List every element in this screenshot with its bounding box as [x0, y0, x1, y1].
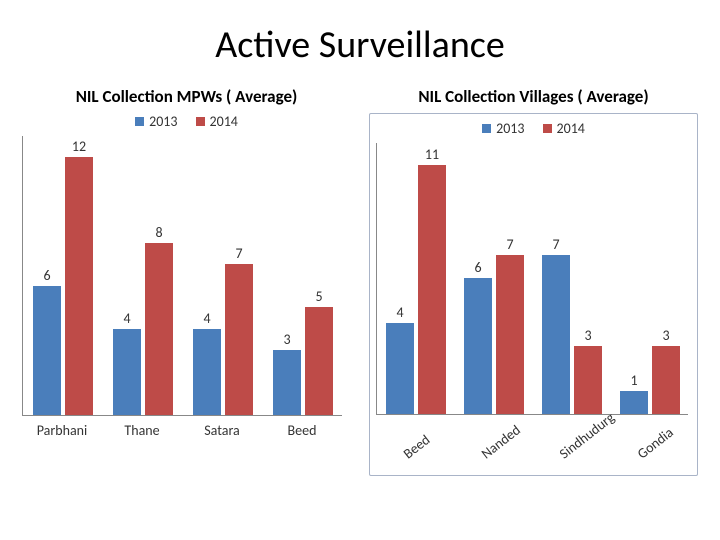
bar: 7	[225, 264, 253, 415]
bar: 4	[193, 329, 221, 415]
bar: 7	[496, 255, 524, 414]
bar: 6	[464, 278, 492, 414]
bar-value-label: 3	[574, 327, 602, 344]
x-axis-label: Sindhudurg	[556, 409, 618, 462]
left-chart-xlabels: ParbhaniThaneSataraBeed	[22, 416, 342, 476]
legend-item-2013: 2013	[482, 120, 524, 137]
bar-group: 411	[386, 142, 446, 414]
x-axis-label: Beed	[262, 422, 342, 439]
bar-value-label: 7	[225, 245, 253, 262]
bar-value-label: 7	[496, 236, 524, 253]
bar-group: 47	[193, 135, 253, 415]
bar-value-label: 4	[386, 304, 414, 321]
bar-value-label: 7	[542, 236, 570, 253]
bar-value-label: 1	[620, 372, 648, 389]
bar-value-label: 6	[464, 259, 492, 276]
bar-value-label: 4	[193, 310, 221, 327]
bar: 3	[652, 346, 680, 414]
x-axis-label: Thane	[102, 422, 182, 439]
bar-group: 73	[542, 142, 602, 414]
left-chart-plot: 612484735	[22, 136, 342, 416]
bar: 4	[386, 323, 414, 414]
bar-value-label: 12	[65, 138, 93, 155]
bar-value-label: 8	[145, 224, 173, 241]
bar-group: 35	[273, 135, 333, 415]
x-axis-label: Nanded	[478, 421, 524, 462]
left-chart-title: NIL Collection MPWs ( Average)	[22, 86, 351, 107]
bar-group: 612	[33, 135, 93, 415]
right-chart-legend: 2013 2014	[376, 120, 691, 137]
bar-group: 13	[620, 142, 680, 414]
right-chart: NIL Collection Villages ( Average) 2013 …	[369, 86, 698, 476]
bar: 1	[620, 391, 648, 414]
left-chart: NIL Collection MPWs ( Average) 2013 2014…	[22, 86, 351, 476]
right-chart-title: NIL Collection Villages ( Average)	[369, 86, 698, 107]
bar-value-label: 6	[33, 267, 61, 284]
bar-value-label: 5	[305, 288, 333, 305]
left-chart-legend: 2013 2014	[22, 113, 351, 130]
legend-item-2013: 2013	[135, 113, 177, 130]
right-chart-plot: 411677313	[376, 143, 688, 415]
page-title: Active Surveillance	[0, 0, 720, 68]
legend-label: 2014	[210, 113, 238, 130]
bar: 7	[542, 255, 570, 414]
right-chart-frame: 2013 2014 411677313 BeedNandedSindhudurg…	[369, 113, 698, 476]
bar: 3	[574, 346, 602, 414]
x-axis-label: Beed	[400, 431, 433, 462]
bar: 6	[33, 286, 61, 415]
charts-row: NIL Collection MPWs ( Average) 2013 2014…	[0, 68, 720, 476]
legend-label: 2013	[149, 113, 177, 130]
x-axis-label: Gondia	[634, 424, 677, 463]
legend-item-2014: 2014	[196, 113, 238, 130]
right-chart-xlabels: BeedNandedSindhudurgGondia	[376, 415, 688, 475]
bar: 11	[418, 165, 446, 414]
swatch-2013	[135, 117, 144, 126]
bar: 5	[305, 307, 333, 415]
bar-value-label: 11	[418, 146, 446, 163]
legend-item-2014: 2014	[543, 120, 585, 137]
bar: 4	[113, 329, 141, 415]
bar: 3	[273, 350, 301, 415]
bar: 12	[65, 157, 93, 415]
legend-label: 2014	[557, 120, 585, 137]
bar-group: 67	[464, 142, 524, 414]
swatch-2014	[196, 117, 205, 126]
bar: 8	[145, 243, 173, 415]
bar-value-label: 4	[113, 310, 141, 327]
bar-value-label: 3	[273, 331, 301, 348]
bar-group: 48	[113, 135, 173, 415]
swatch-2014	[543, 124, 552, 133]
legend-label: 2013	[496, 120, 524, 137]
bar-value-label: 3	[652, 327, 680, 344]
x-axis-label: Satara	[182, 422, 262, 439]
x-axis-label: Parbhani	[22, 422, 102, 439]
swatch-2013	[482, 124, 491, 133]
